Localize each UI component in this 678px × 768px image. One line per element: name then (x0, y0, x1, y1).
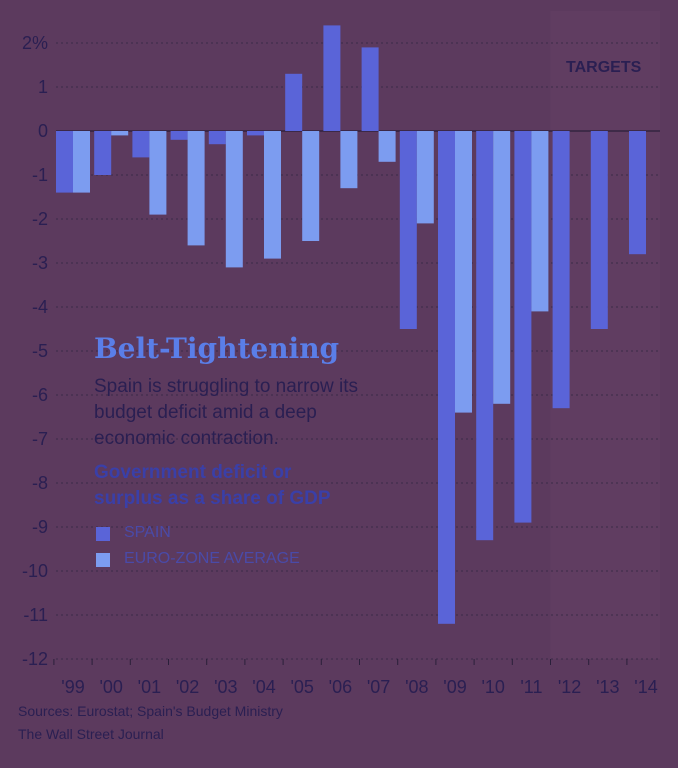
legend-swatch-spain (96, 527, 110, 541)
bar-spain-11 (514, 131, 532, 523)
legend-swatch-eurozone (96, 553, 110, 567)
bar-spain-00 (94, 131, 112, 175)
y-tick-label: -10 (22, 561, 48, 581)
bar-eurozone-11 (531, 131, 549, 312)
bar-spain-04 (247, 131, 264, 136)
bars (56, 25, 646, 624)
bar-spain-14 (629, 131, 646, 255)
bar-spain-99 (56, 131, 73, 193)
x-tick-label: '14 (634, 677, 657, 697)
x-tick-label: '00 (99, 677, 122, 697)
x-tick-label: '06 (329, 677, 352, 697)
publisher-note: The Wall Street Journal (18, 726, 164, 742)
bar-spain-05 (285, 73, 303, 131)
bar-spain-12 (552, 131, 570, 409)
y-tick-label: -5 (32, 341, 48, 361)
x-tick-label: '99 (61, 677, 84, 697)
x-tick-label: '05 (290, 677, 313, 697)
x-tick-label: '13 (596, 677, 619, 697)
x-tick-label: '11 (520, 677, 542, 697)
bar-spain-07 (361, 47, 379, 131)
targets-label: TARGETS (566, 59, 642, 76)
bar-spain-08 (399, 131, 417, 329)
x-axis: '99 '00 '01 '02 '03 '04 '05 '06 '07 '08 '09 '10 '11 '… (53, 659, 658, 697)
bar-spain-09 (438, 131, 455, 624)
chart-subtitle: Government deficit or surplus as a share… (94, 462, 331, 509)
x-tick-label: '04 (252, 677, 275, 697)
y-tick-label: -2 (32, 209, 48, 229)
y-tick-label: 2% (22, 33, 48, 53)
y-tick-label: -1 (32, 165, 48, 185)
bar-eurozone-10 (493, 131, 511, 404)
bar-spain-10 (476, 131, 494, 541)
bar-eurozone-01 (149, 131, 167, 215)
y-axis: 2% 1 0 -1 -2 -3 -4 -5 -6 -7 -8 -9 -10 -11 -12 (22, 33, 48, 669)
x-tick-label: '07 (367, 677, 390, 697)
bar-eurozone-02 (187, 131, 205, 246)
x-tick-label: '10 (481, 677, 504, 697)
bar-eurozone-00 (111, 131, 129, 136)
legend-label-spain: SPAIN (124, 524, 171, 541)
x-tick-label: '02 (176, 677, 199, 697)
chart-description: Spain is struggling to narrow its budget… (94, 376, 359, 449)
y-tick-label: -7 (32, 429, 48, 449)
x-tick-label: '12 (558, 677, 581, 697)
bar-eurozone-99 (73, 131, 90, 193)
bar-eurozone-05 (302, 131, 320, 241)
bar-spain-02 (170, 131, 188, 140)
y-tick-label: -8 (32, 473, 48, 493)
bar-eurozone-08 (416, 131, 434, 224)
bar-eurozone-09 (455, 131, 472, 413)
y-tick-label: -11 (23, 605, 48, 625)
legend-label-eurozone: EURO-ZONE AVERAGE (124, 550, 300, 567)
y-tick-label: -6 (32, 385, 48, 405)
y-tick-label: -12 (22, 649, 48, 669)
y-tick-label: 1 (38, 77, 48, 97)
x-tick-label: '03 (214, 677, 237, 697)
bar-spain-01 (132, 131, 150, 158)
bar-eurozone-03 (225, 131, 243, 268)
x-tick-label: '01 (138, 677, 161, 697)
bar-spain-03 (208, 131, 226, 145)
chart-title: Belt-Tightening (94, 332, 340, 365)
bar-eurozone-07 (378, 131, 396, 162)
bar-spain-06 (323, 25, 341, 131)
bar-spain-13 (590, 131, 608, 329)
sources-note: Sources: Eurostat; Spain's Budget Minist… (18, 703, 283, 719)
x-tick-label: '09 (443, 677, 466, 697)
bar-eurozone-06 (340, 131, 358, 189)
x-tick-label: '08 (405, 677, 428, 697)
y-tick-label: -3 (32, 253, 48, 273)
bar-eurozone-04 (264, 131, 281, 259)
y-tick-label: 0 (38, 121, 48, 141)
y-tick-label: -9 (32, 517, 48, 537)
y-tick-label: -4 (32, 297, 48, 317)
